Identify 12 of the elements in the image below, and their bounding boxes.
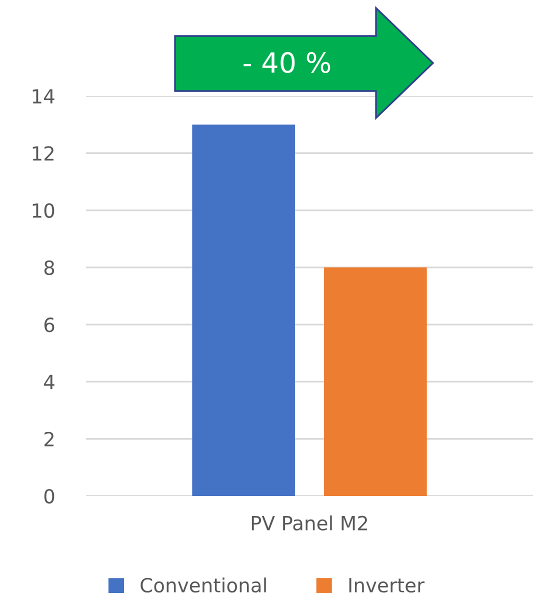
y-tick-label: 14 [32,89,54,104]
legend-label: Inverter [349,578,425,593]
y-tick-label: 2 [44,432,54,446]
y-tick-label: 12 [32,146,54,161]
y-tick-label: 0 [44,488,54,504]
legend-label: Conventional [140,578,266,593]
y-tick-label: 6 [44,318,54,332]
x-tick-label: PV Panel M2 [252,515,368,530]
y-tick-label: 8 [44,260,54,276]
y-tick-label: 10 [32,203,54,218]
text: - 40 % [244,52,330,74]
y-tick-label: 4 [44,374,54,390]
